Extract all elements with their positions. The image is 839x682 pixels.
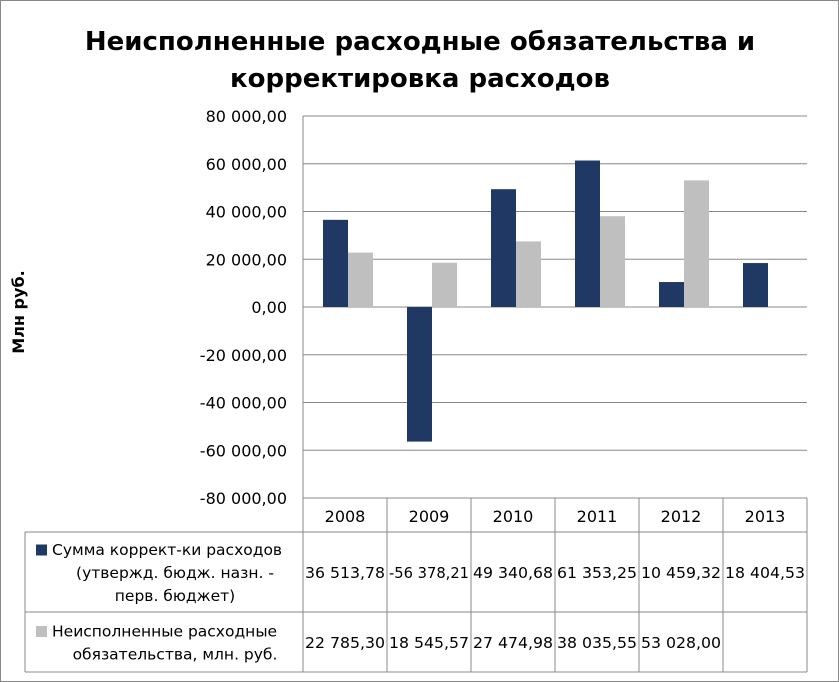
y-tick-label: 40 000,00 xyxy=(206,203,287,222)
y-tick-label: -40 000,00 xyxy=(200,394,287,413)
data-label: 18 545,57 xyxy=(389,634,469,652)
data-label: 18 404,53 xyxy=(725,564,805,582)
y-tick-label: 20 000,00 xyxy=(206,250,287,269)
chart-title-line: Неисполненные расходные обязательства и xyxy=(85,27,755,57)
data-label: 49 340,68 xyxy=(473,564,553,582)
y-tick-label: 80 000,00 xyxy=(206,107,287,126)
bar-2010-series-1 xyxy=(491,189,516,307)
y-tick-label: -60 000,00 xyxy=(200,441,287,460)
bar-2010-series-2 xyxy=(516,241,541,307)
data-label: 27 474,98 xyxy=(473,634,553,652)
bar-2009-series-1 xyxy=(407,307,432,442)
x-category-label: 2009 xyxy=(409,507,450,526)
data-label: 53 028,00 xyxy=(641,634,721,652)
data-label: 22 785,30 xyxy=(305,634,385,652)
legend-label-series-1: (утвержд. бюдж. назн. - xyxy=(76,564,274,582)
data-label: 38 035,55 xyxy=(557,634,637,652)
bar-2013-series-1 xyxy=(743,263,768,307)
x-category-label: 2010 xyxy=(493,507,534,526)
y-tick-label: -80 000,00 xyxy=(200,489,287,508)
bar-2012-series-1 xyxy=(659,282,684,307)
bar-2011-series-1 xyxy=(575,160,600,307)
legend-label-series-1: перв. бюджет) xyxy=(115,587,235,605)
y-tick-label: 60 000,00 xyxy=(206,155,287,174)
legend-label-series-2: обязательства, млн. руб. xyxy=(73,646,278,664)
bar-2008-series-1 xyxy=(323,219,348,307)
x-category-label: 2008 xyxy=(325,507,366,526)
x-category-label: 2011 xyxy=(577,507,618,526)
data-label: -56 378,21 xyxy=(389,564,469,582)
data-label: 61 353,25 xyxy=(557,564,637,582)
y-tick-label: -20 000,00 xyxy=(200,346,287,365)
legend-label-series-2: Неисполненные расходные xyxy=(52,623,277,641)
x-category-label: 2012 xyxy=(661,507,702,526)
x-category-label: 2013 xyxy=(745,507,786,526)
bar-2009-series-2 xyxy=(432,262,457,307)
chart-title-line: корректировка расходов xyxy=(230,64,610,94)
y-tick-label: 0,00 xyxy=(251,298,287,317)
legend-swatch-series-1 xyxy=(36,544,47,556)
bar-2012-series-2 xyxy=(684,180,709,307)
y-axis-label: Млн руб. xyxy=(9,270,28,353)
bar-2011-series-2 xyxy=(600,216,625,307)
legend-label-series-1: Сумма коррект-ки расходов xyxy=(52,541,282,559)
data-label: 36 513,78 xyxy=(305,564,385,582)
data-label: 10 459,32 xyxy=(641,564,721,582)
bar-2008-series-2 xyxy=(348,252,373,307)
legend-swatch-series-2 xyxy=(36,626,47,637)
